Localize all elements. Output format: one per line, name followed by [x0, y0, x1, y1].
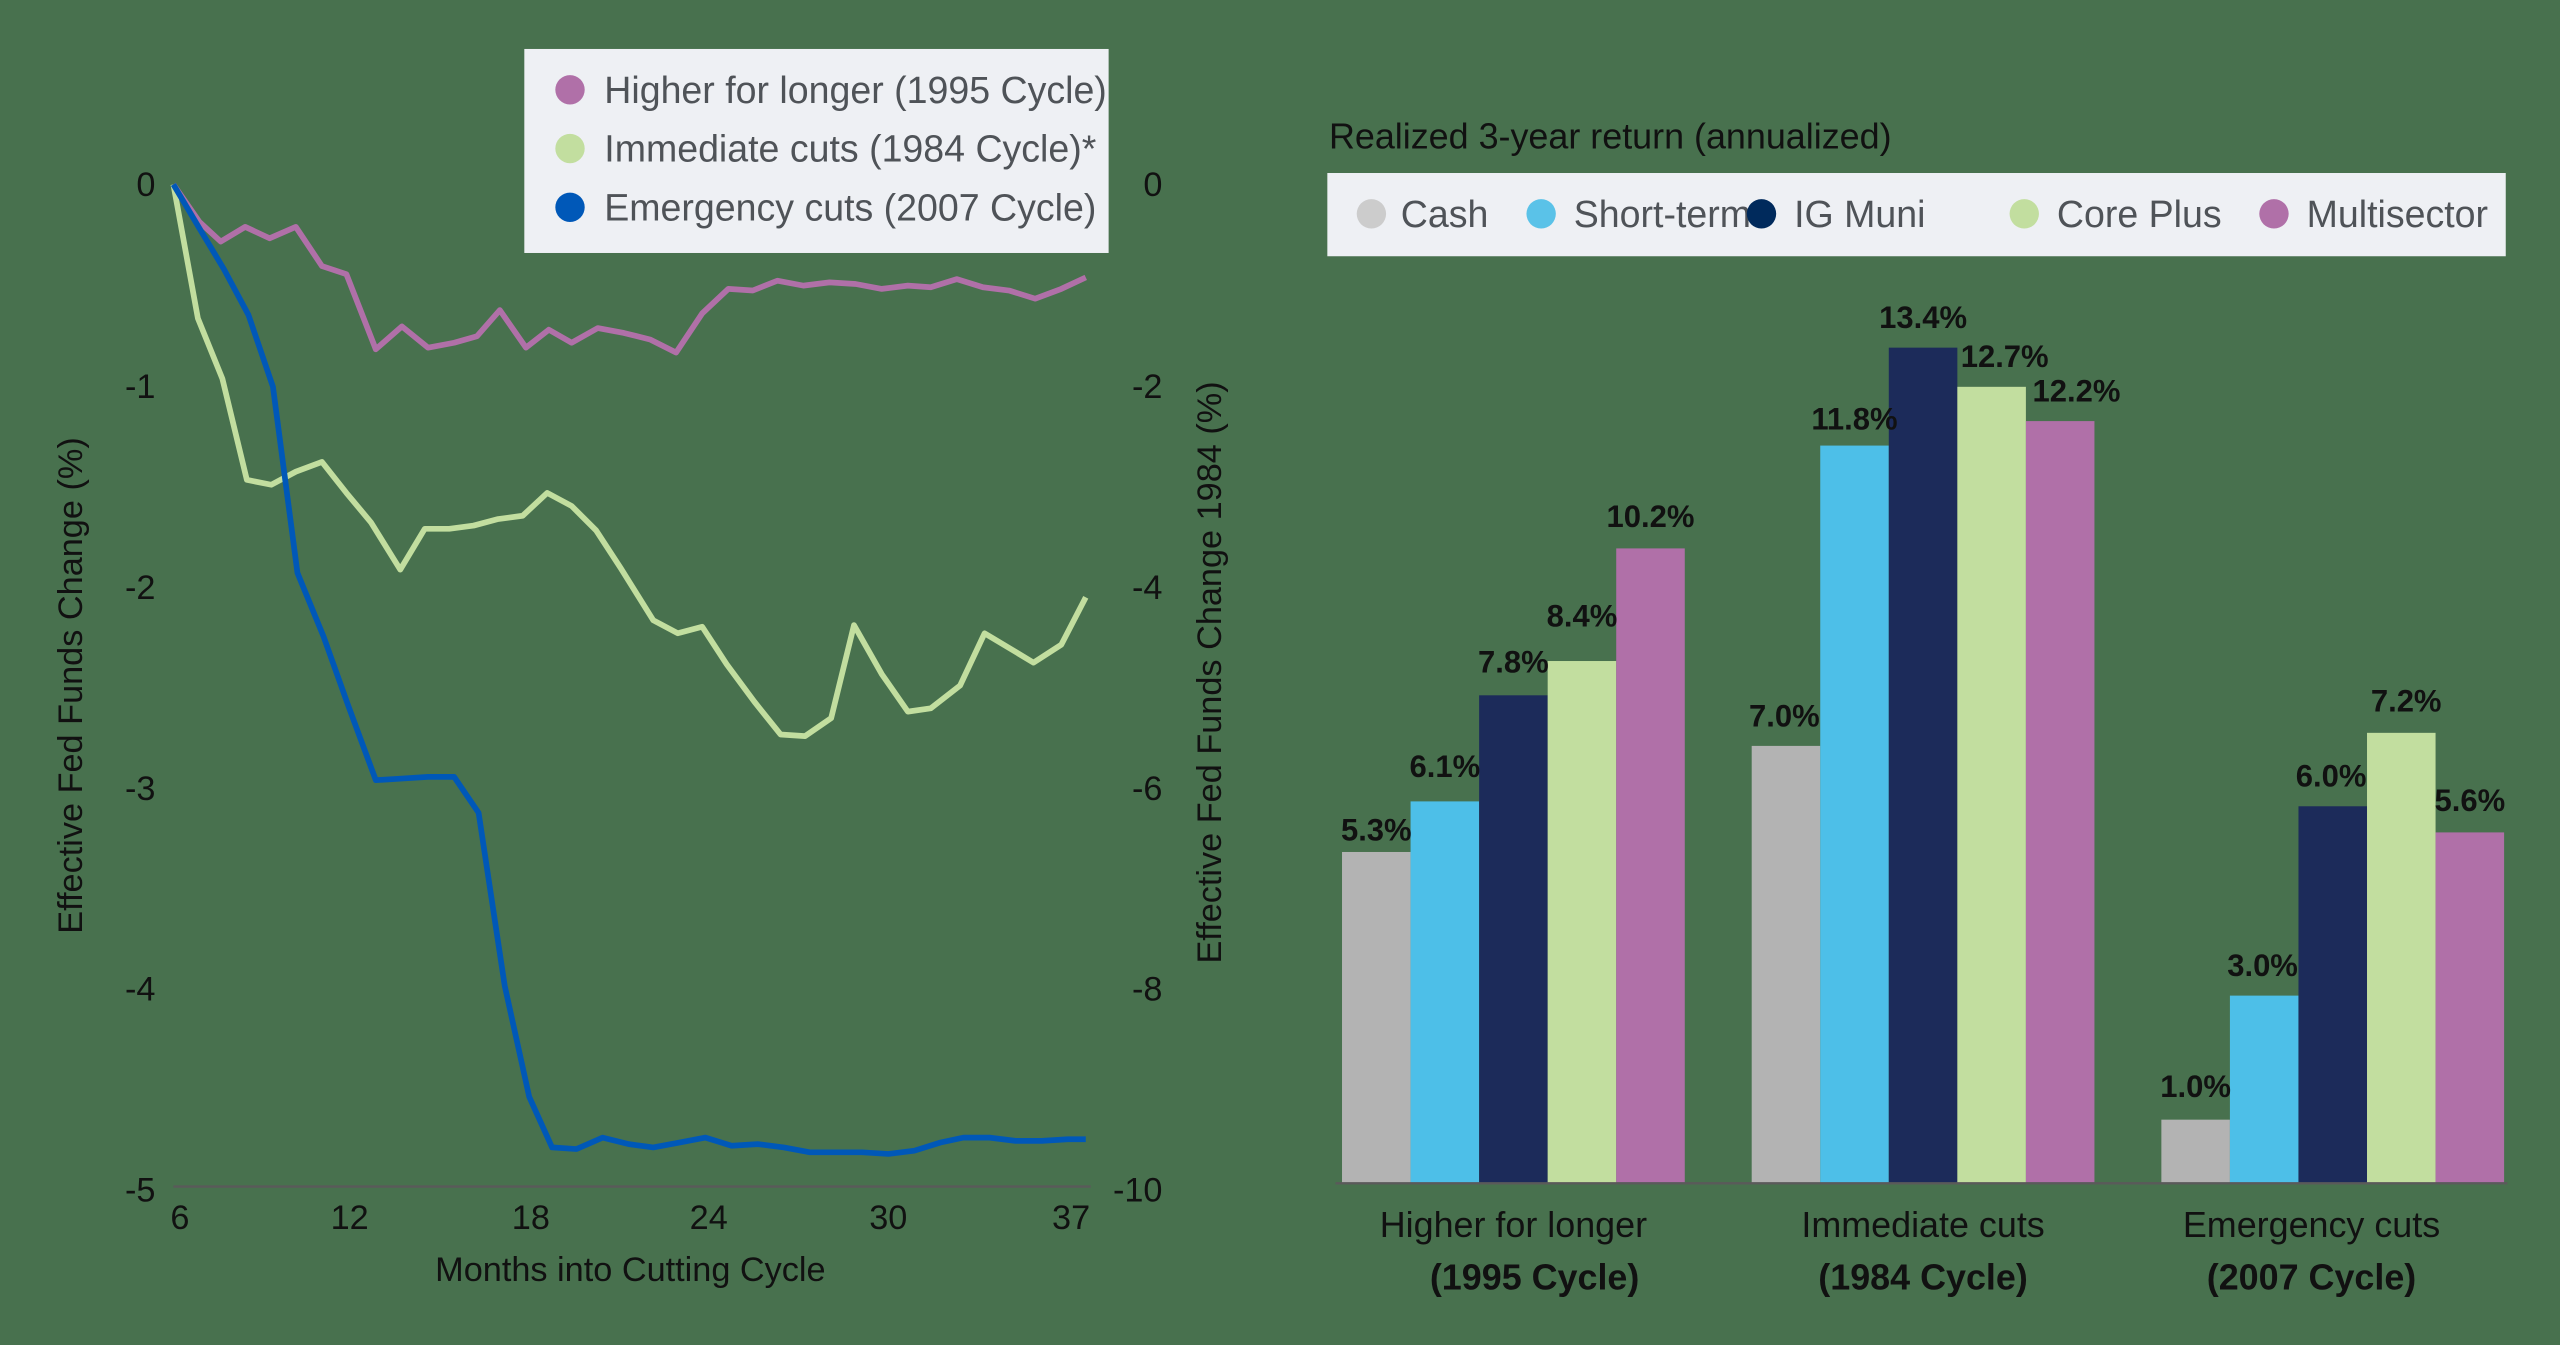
- bar-value-label: 8.4%: [1547, 599, 1618, 634]
- bar-value-label: 13.4%: [1879, 300, 1967, 335]
- x-tick: 30: [869, 1199, 907, 1237]
- y-tick-right: 0: [1143, 166, 1162, 204]
- legend-swatch-circle-icon: [555, 75, 585, 105]
- bar-value-label: 12.7%: [1961, 339, 2049, 374]
- legend-label: Multisector: [2307, 193, 2488, 235]
- line-legend: Higher for longer (1995 Cycle) Immediate…: [524, 48, 1109, 253]
- y-tick: -5: [125, 1171, 155, 1209]
- category-label: Higher for longer: [1380, 1205, 1647, 1245]
- bar-group-1995: 5.3% 6.1% 7.8% 8.4% 10.2% Higher for lon…: [1341, 499, 1694, 1297]
- legend-item-cash[interactable]: Cash: [1356, 193, 1489, 235]
- category-sublabel: (1984 Cycle): [1818, 1257, 2027, 1297]
- y-axis-right: 0 -2 -4 -6 -8 -10 Effective Fed Funds Ch…: [1113, 166, 1229, 1209]
- bar-value-label: 12.2%: [2033, 374, 2121, 409]
- legend-swatch-circle-icon: [2259, 199, 2289, 229]
- legend-label: Short-term: [1574, 193, 1751, 235]
- bar-chart: Realized 3-year return (annualized) Cash…: [1327, 117, 2508, 1298]
- legend-item-2007[interactable]: Emergency cuts (2007 Cycle): [555, 186, 1096, 228]
- x-axis: 6 12 18 24 30 37 Months into Cutting Cyc…: [170, 1185, 1091, 1289]
- y-tick: -3: [125, 770, 155, 808]
- bar-group-2007: 1.0% 3.0% 6.0% 7.2% 5.6% Emergency cuts …: [2160, 684, 2505, 1298]
- y-tick: -4: [125, 971, 155, 1009]
- y-tick-right: -10: [1113, 1171, 1163, 1209]
- bar-cash[interactable]: [1751, 745, 1821, 1184]
- bar-value-label: 6.1%: [1410, 749, 1481, 784]
- bar-core-plus[interactable]: [2367, 732, 2436, 1184]
- legend-swatch-circle-icon: [555, 192, 585, 222]
- legend-swatch-circle-icon: [1746, 199, 1777, 229]
- category-sublabel: (2007 Cycle): [2207, 1257, 2417, 1297]
- series-line-2007: [170, 182, 1086, 1157]
- x-tick: 6: [170, 1199, 189, 1237]
- legend-label: Immediate cuts (1984 Cycle)*: [604, 128, 1096, 170]
- y-tick: -2: [125, 569, 155, 607]
- bar-value-label: 3.0%: [2227, 948, 2298, 983]
- bar-cash[interactable]: [2161, 1119, 2230, 1184]
- bar-value-label: 7.0%: [1749, 698, 1820, 733]
- bar-multisector[interactable]: [2435, 832, 2505, 1184]
- series-line-1984: [170, 183, 1089, 739]
- legend-swatch-circle-icon: [2009, 199, 2039, 229]
- bar-short-term[interactable]: [2229, 995, 2299, 1184]
- y-tick-right: -2: [1132, 368, 1162, 406]
- legend-item-ig-muni[interactable]: IG Muni: [1746, 193, 1926, 235]
- legend-item-multisector[interactable]: Multisector: [2259, 193, 2488, 235]
- legend-item-1984[interactable]: Immediate cuts (1984 Cycle)*: [555, 128, 1097, 170]
- legend-item-core-plus[interactable]: Core Plus: [2009, 193, 2222, 235]
- x-axis-title: Months into Cutting Cycle: [435, 1251, 825, 1289]
- legend-label: Cash: [1401, 193, 1489, 235]
- legend-label: Higher for longer (1995 Cycle): [604, 69, 1107, 111]
- y-tick-right: -8: [1132, 971, 1162, 1009]
- legend-label: IG Muni: [1794, 193, 1925, 235]
- bar-chart-title: Realized 3-year return (annualized): [1329, 117, 1892, 157]
- bar-short-term[interactable]: [1820, 445, 1889, 1184]
- legend-item-short-term[interactable]: Short-term: [1526, 193, 1751, 235]
- category-label: Emergency cuts: [2183, 1205, 2440, 1245]
- bar-ig-muni[interactable]: [1888, 347, 1958, 1184]
- legend-label: Emergency cuts (2007 Cycle): [604, 186, 1096, 228]
- bar-legend: Cash Short-term IG Muni Core Plus Multis…: [1327, 173, 2506, 257]
- y-tick-right: -6: [1132, 770, 1162, 808]
- bar-cash[interactable]: [1342, 851, 1411, 1184]
- y-tick: 0: [136, 166, 155, 204]
- series-line-1995: [171, 182, 1087, 356]
- bar-multisector[interactable]: [2025, 421, 2095, 1184]
- bar-value-label: 7.2%: [2371, 684, 2442, 719]
- y-axis-left-title: Effective Fed Funds Change (%): [52, 437, 90, 933]
- x-tick: 12: [331, 1199, 369, 1237]
- bar-group-1984: 7.0% 11.8% 13.4% 12.7% 12.2% Immediate c…: [1749, 300, 2120, 1297]
- bar-core-plus[interactable]: [1547, 661, 1617, 1184]
- legend-label: Core Plus: [2057, 193, 2222, 235]
- bar-value-label: 1.0%: [2160, 1069, 2231, 1104]
- bar-value-label: 11.8%: [1811, 401, 1897, 436]
- y-axis-right-title: Effective Fed Funds Change 1984 (%): [1191, 381, 1229, 963]
- legend-swatch-circle-icon: [1356, 199, 1387, 229]
- legend-item-1995[interactable]: Higher for longer (1995 Cycle): [555, 69, 1107, 111]
- bar-value-label: 5.6%: [2435, 783, 2506, 818]
- bar-value-label: 10.2%: [1607, 499, 1695, 534]
- category-sublabel: (1995 Cycle): [1430, 1257, 1640, 1297]
- bar-multisector[interactable]: [1616, 548, 1685, 1184]
- x-tick: 24: [690, 1199, 728, 1237]
- x-tick: 37: [1052, 1199, 1090, 1237]
- bar-short-term[interactable]: [1410, 801, 1480, 1184]
- category-label: Immediate cuts: [1801, 1205, 2044, 1245]
- line-chart: 0 -1 -2 -3 -4 -5 Effective Fed Funds Cha…: [52, 48, 1229, 1289]
- x-tick: 18: [512, 1199, 550, 1237]
- bar-value-label: 6.0%: [2296, 759, 2367, 794]
- legend-swatch-circle-icon: [555, 133, 585, 164]
- bar-value-label: 5.3%: [1341, 813, 1412, 848]
- bar-core-plus[interactable]: [1957, 386, 2026, 1184]
- legend-swatch-circle-icon: [1526, 199, 1556, 229]
- bar-ig-muni[interactable]: [2298, 806, 2368, 1184]
- bar-value-label: 7.8%: [1478, 644, 1549, 679]
- y-axis-left: 0 -1 -2 -3 -4 -5 Effective Fed Funds Cha…: [52, 166, 155, 1209]
- legend-box: [524, 48, 1109, 253]
- legend-box: [1327, 173, 2506, 257]
- y-tick-right: -4: [1132, 569, 1162, 607]
- y-tick: -1: [125, 368, 155, 406]
- bar-ig-muni[interactable]: [1479, 695, 1548, 1184]
